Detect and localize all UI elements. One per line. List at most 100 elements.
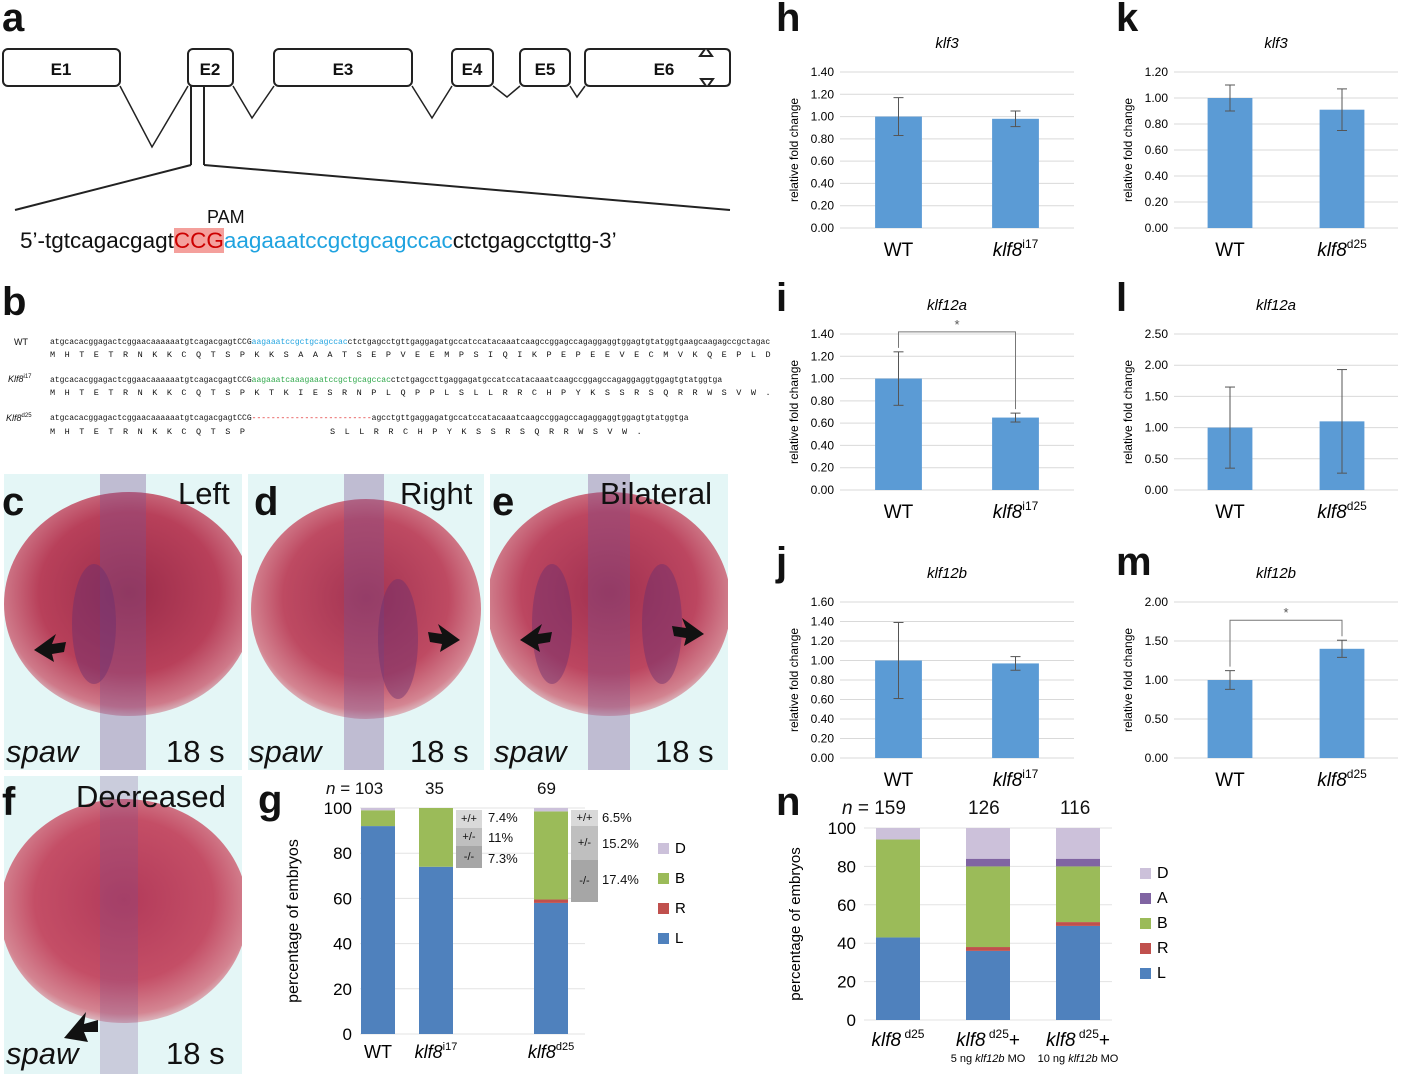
genotype-box: -/- (456, 846, 482, 868)
y-tick-label: 60 (837, 896, 856, 915)
x-tick-label: klf8 d25+ (1046, 1027, 1110, 1051)
zoom-lines (15, 86, 730, 210)
y-tick-label: 1.60 (811, 595, 835, 609)
d25-aminoacids-prefix: M H T E T R N K K C Q T S P (50, 427, 247, 437)
significance-marker: * (954, 317, 959, 332)
y-tick-label: 80 (837, 857, 856, 876)
genotype-box: +/+ (571, 810, 598, 826)
y-tick-label: 40 (333, 935, 352, 954)
y-tick-label: 0.60 (811, 693, 835, 707)
x-tick-label: klf8d25 (1317, 237, 1367, 261)
x-tick-sublabel: 5 ng klf12b MO (951, 1053, 1026, 1065)
panel-f-letter: f (2, 780, 15, 825)
exon-label-e3: E3 (333, 60, 354, 79)
embryo-image (248, 474, 484, 770)
embryo-image (4, 474, 242, 770)
genotype-box: -/- (571, 860, 598, 902)
bar-chart-m: klf12brelative fold change0.000.501.001.… (1118, 558, 1418, 798)
y-tick-label: 0.60 (811, 416, 835, 430)
legend-swatch (658, 903, 669, 914)
legend-swatch (658, 843, 669, 854)
y-tick-label: 1.20 (1145, 65, 1169, 79)
x-tick-label: klf8i17 (993, 767, 1039, 791)
x-tick-label: klf8i17 (993, 237, 1039, 261)
genotype-pct: 6.5% (602, 810, 632, 825)
y-tick-label: 0.00 (1145, 483, 1169, 497)
bar (1208, 680, 1253, 758)
bar (992, 663, 1039, 758)
row-label-d25: Klf8d25 (6, 413, 32, 423)
stack-segment-B (876, 840, 920, 938)
chart-title: klf12b (1256, 565, 1296, 582)
x-tick-label: WT (1215, 240, 1245, 261)
y-tick-label: 0.20 (811, 461, 835, 475)
y-tick-label: 20 (333, 980, 352, 999)
bar-chart-h: klf3 relative fold change 0.00 0.20 0.40 0.60… (784, 28, 1104, 268)
embryo-photo-right (248, 474, 484, 770)
chart-title: klf12b (927, 565, 967, 582)
bar-chart-i: klf12a relative fold change 0.00 0.20 0.40 0.… (784, 290, 1104, 530)
legend-label: D (675, 840, 686, 857)
gene-label-d: spaw (249, 734, 321, 770)
y-tick-label: 0.00 (1145, 221, 1169, 235)
legend-label: D (1157, 865, 1169, 882)
seq-prefix: 5’-tgtcagacgagt (20, 228, 174, 253)
chart-title: klf12a (927, 297, 967, 314)
stage-label-e: 18 s (655, 734, 714, 770)
gene-label-f: spaw (6, 1036, 78, 1072)
stack-segment-L (361, 826, 395, 1034)
y-tick-label: 1.40 (811, 65, 835, 79)
stack-segment-L (419, 867, 453, 1034)
y-tick-label: 0.60 (1145, 143, 1169, 157)
y-tick-label: 20 (837, 973, 856, 992)
stack-segment-B (361, 810, 395, 826)
stack-segment-D (1056, 828, 1100, 859)
y-tick-label: 100 (324, 799, 352, 818)
phenotype-label-f: Decreased (76, 779, 226, 815)
bar (992, 119, 1039, 228)
genotype-pct: 11% (488, 830, 513, 845)
y-tick-label: 80 (333, 844, 352, 863)
y-tick-label: 0.00 (811, 751, 835, 765)
stage-label-f: 18 s (166, 1036, 225, 1072)
y-tick-label: 1.00 (811, 110, 835, 124)
chart-title: klf12a (1256, 297, 1296, 314)
stack-segment-A (1056, 859, 1100, 867)
genotype-box: +/+ (456, 810, 482, 828)
y-tick-label: 0.40 (811, 712, 835, 726)
legend-swatch (1140, 943, 1151, 954)
genotype-pct: 17.4% (602, 872, 639, 887)
stack-segment-L (1056, 926, 1100, 1020)
y-tick-label: 0.00 (811, 483, 835, 497)
stack-segment-R (1056, 922, 1100, 926)
chart-title: klf3 (1264, 35, 1288, 52)
stack-segment-D (876, 828, 920, 840)
y-tick-label: 40 (837, 934, 856, 953)
stack-segment-B (419, 808, 453, 867)
legend-label: L (675, 930, 683, 947)
bar-chart-j: klf12brelative fold change0.000.200.400.… (784, 558, 1104, 798)
embryo-photo-left (4, 474, 242, 770)
y-axis-label: relative fold change (787, 628, 801, 732)
exon-label-e4: E4 (462, 60, 483, 79)
x-tick-label: WT (364, 1042, 392, 1062)
stage-label-c: 18 s (166, 734, 225, 770)
y-tick-label: 2.50 (1145, 327, 1169, 341)
stack-segment-D (361, 808, 395, 810)
y-tick-label: 0.40 (1145, 169, 1169, 183)
seq-suffix: ctctgagcctgttg-3’ (453, 228, 617, 253)
gene-label-e: spaw (494, 734, 566, 770)
wt-nucleotides: atgcacacggagactcggaacaaaaaatgtcagacgagtC… (50, 338, 770, 347)
y-tick-label: 1.50 (1145, 634, 1169, 648)
stack-segment-L (876, 937, 920, 1020)
legend-swatch (658, 873, 669, 884)
legend-label: B (1157, 915, 1168, 932)
y-tick-label: 0.80 (811, 394, 835, 408)
exon-label-e5: E5 (535, 60, 556, 79)
d25-aminoacids-suffix: S L L R R C H P Y K S S R S Q R R W S V … (330, 427, 644, 437)
y-tick-label: 0.80 (811, 132, 835, 146)
y-tick-label: 0.20 (811, 199, 835, 213)
x-tick-label: klf8i17 (415, 1041, 458, 1062)
y-tick-label: 0 (847, 1011, 856, 1030)
x-tick-label: WT (884, 770, 914, 791)
